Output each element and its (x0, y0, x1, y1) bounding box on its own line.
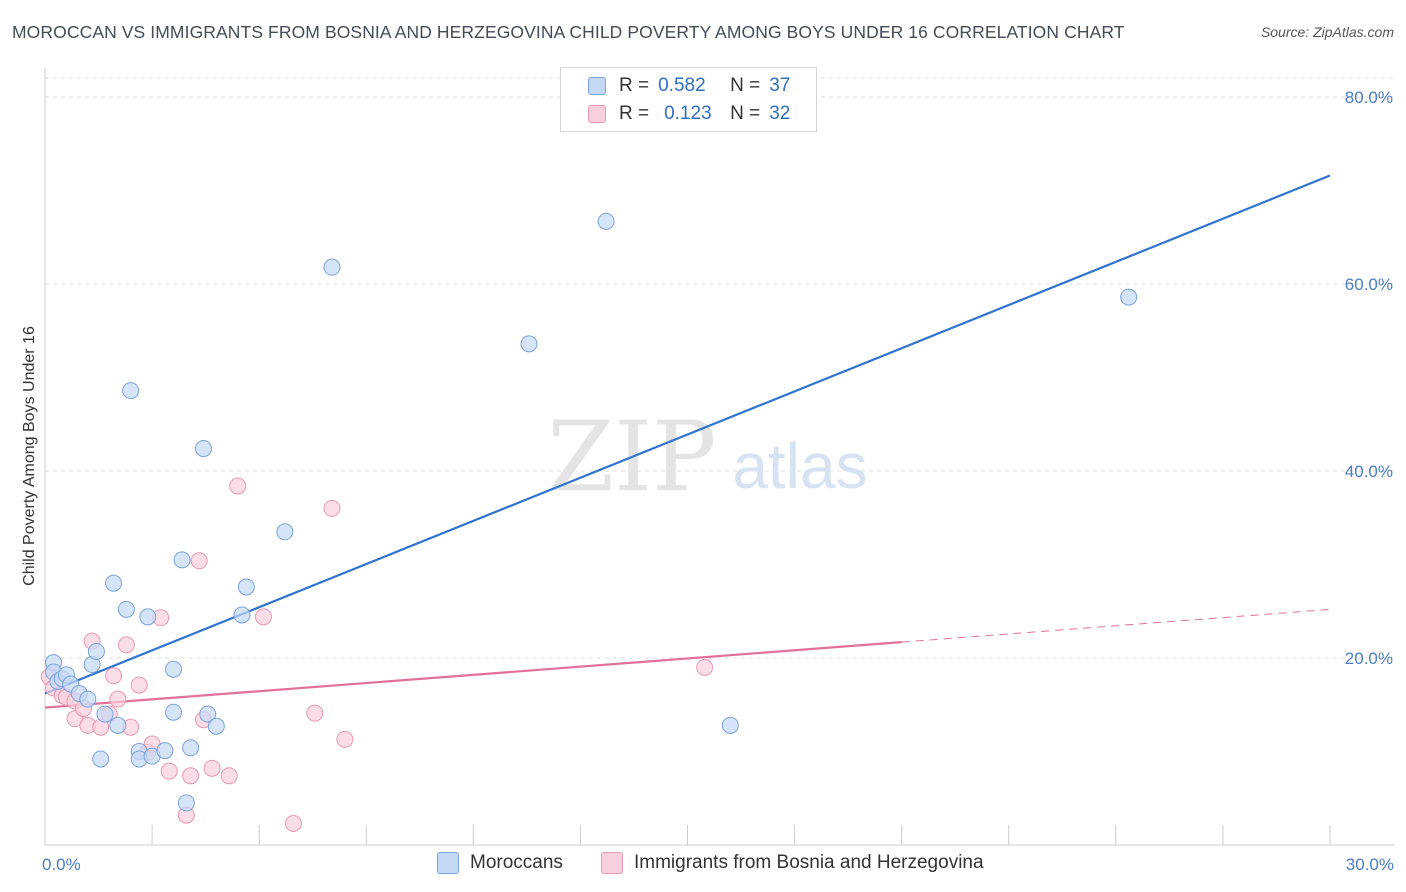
point-moroccans (194, 440, 212, 458)
legend-n-value: 32 (769, 103, 791, 124)
trend-lines (44, 174, 1331, 709)
point-bosnia (160, 762, 178, 780)
point-bosnia (254, 608, 272, 626)
point-bosnia (190, 552, 208, 570)
trend-line-bosnia (44, 641, 902, 709)
legend-r-value: 0.123 (664, 103, 712, 124)
point-bosnia (203, 759, 221, 777)
correlation-legend: R = 0.582 N = 37 R = 0.123 N = 32 (560, 67, 817, 132)
point-bosnia (182, 767, 200, 785)
series-legend: Moroccans Immigrants from Bosnia and Her… (0, 852, 1406, 878)
legend-label-bosnia: Immigrants from Bosnia and Herzegovina (634, 852, 984, 873)
point-bosnia (306, 704, 324, 722)
point-moroccans (276, 523, 294, 541)
point-moroccans (199, 705, 217, 723)
point-bosnia (284, 814, 302, 832)
legend-swatch-moroccans (588, 77, 606, 95)
point-moroccans (520, 335, 538, 353)
point-moroccans (237, 578, 255, 596)
point-bosnia (336, 730, 354, 748)
point-moroccans (165, 703, 182, 721)
point-moroccans (207, 717, 225, 735)
legend-row-bosnia: R = 0.123 N = 32 (561, 101, 790, 127)
x-tick-label: 30.0% (1346, 855, 1394, 874)
source-label: Source: ZipAtlas.com (1260, 24, 1394, 40)
point-bosnia (323, 499, 341, 517)
point-bosnia (696, 658, 714, 676)
point-moroccans (177, 794, 195, 812)
point-bosnia (117, 636, 135, 654)
legend-n-label: N = (730, 75, 761, 96)
trend-line-bosnia-extension (901, 608, 1331, 643)
point-bosnia (109, 690, 127, 708)
point-moroccans (323, 258, 341, 276)
point-bosnia (229, 477, 247, 495)
watermark-atlas: atlas (732, 430, 867, 502)
y-axis-label: Child Poverty Among Boys Under 16 (21, 326, 38, 586)
legend-row-moroccans: R = 0.582 N = 37 (561, 73, 790, 99)
point-moroccans (173, 551, 191, 569)
grid-lines (45, 77, 1395, 659)
point-moroccans (109, 716, 127, 734)
point-bosnia (130, 676, 148, 694)
trend-line-moroccans (44, 174, 1331, 695)
point-moroccans (117, 600, 135, 618)
legend-r-label: R = (619, 103, 650, 124)
point-moroccans (182, 739, 200, 757)
point-moroccans (597, 212, 615, 230)
y-tick-label: 20.0% (1345, 649, 1393, 668)
point-moroccans (122, 382, 140, 400)
legend-item-bosnia: Immigrants from Bosnia and Herzegovina (601, 852, 984, 874)
data-points (40, 212, 1138, 832)
chart-title: MOROCCAN VS IMMIGRANTS FROM BOSNIA AND H… (12, 22, 1125, 42)
point-moroccans (79, 690, 97, 708)
point-moroccans (139, 608, 157, 626)
point-moroccans (96, 705, 114, 723)
point-bosnia (220, 767, 238, 785)
x-tick-label: 0.0% (42, 855, 81, 874)
y-tick-label: 80.0% (1345, 88, 1393, 107)
y-tick-label: 60.0% (1345, 275, 1393, 294)
legend-swatch-bosnia (588, 105, 606, 123)
point-moroccans (165, 660, 182, 678)
axes (44, 68, 1395, 846)
point-bosnia (105, 667, 123, 685)
legend-r-label: R = (619, 75, 650, 96)
legend-r-value: 0.582 (658, 75, 706, 96)
point-moroccans (156, 742, 174, 760)
legend-item-moroccans: Moroccans (437, 852, 563, 874)
legend-swatch-bosnia (601, 852, 623, 874)
point-moroccans (105, 574, 123, 592)
legend-n-label: N = (730, 103, 761, 124)
point-moroccans (1120, 288, 1138, 306)
point-moroccans (233, 606, 251, 624)
legend-label-moroccans: Moroccans (470, 852, 563, 873)
watermark: ZIP atlas (547, 401, 867, 513)
point-moroccans (87, 642, 105, 660)
legend-swatch-moroccans (437, 852, 459, 874)
point-moroccans (721, 716, 739, 734)
tick-labels: 20.0% 40.0% 60.0% 80.0% 0.0% 30.0% (42, 88, 1394, 874)
y-tick-label: 40.0% (1345, 462, 1393, 481)
point-moroccans (92, 750, 110, 768)
legend-n-value: 37 (769, 75, 791, 96)
